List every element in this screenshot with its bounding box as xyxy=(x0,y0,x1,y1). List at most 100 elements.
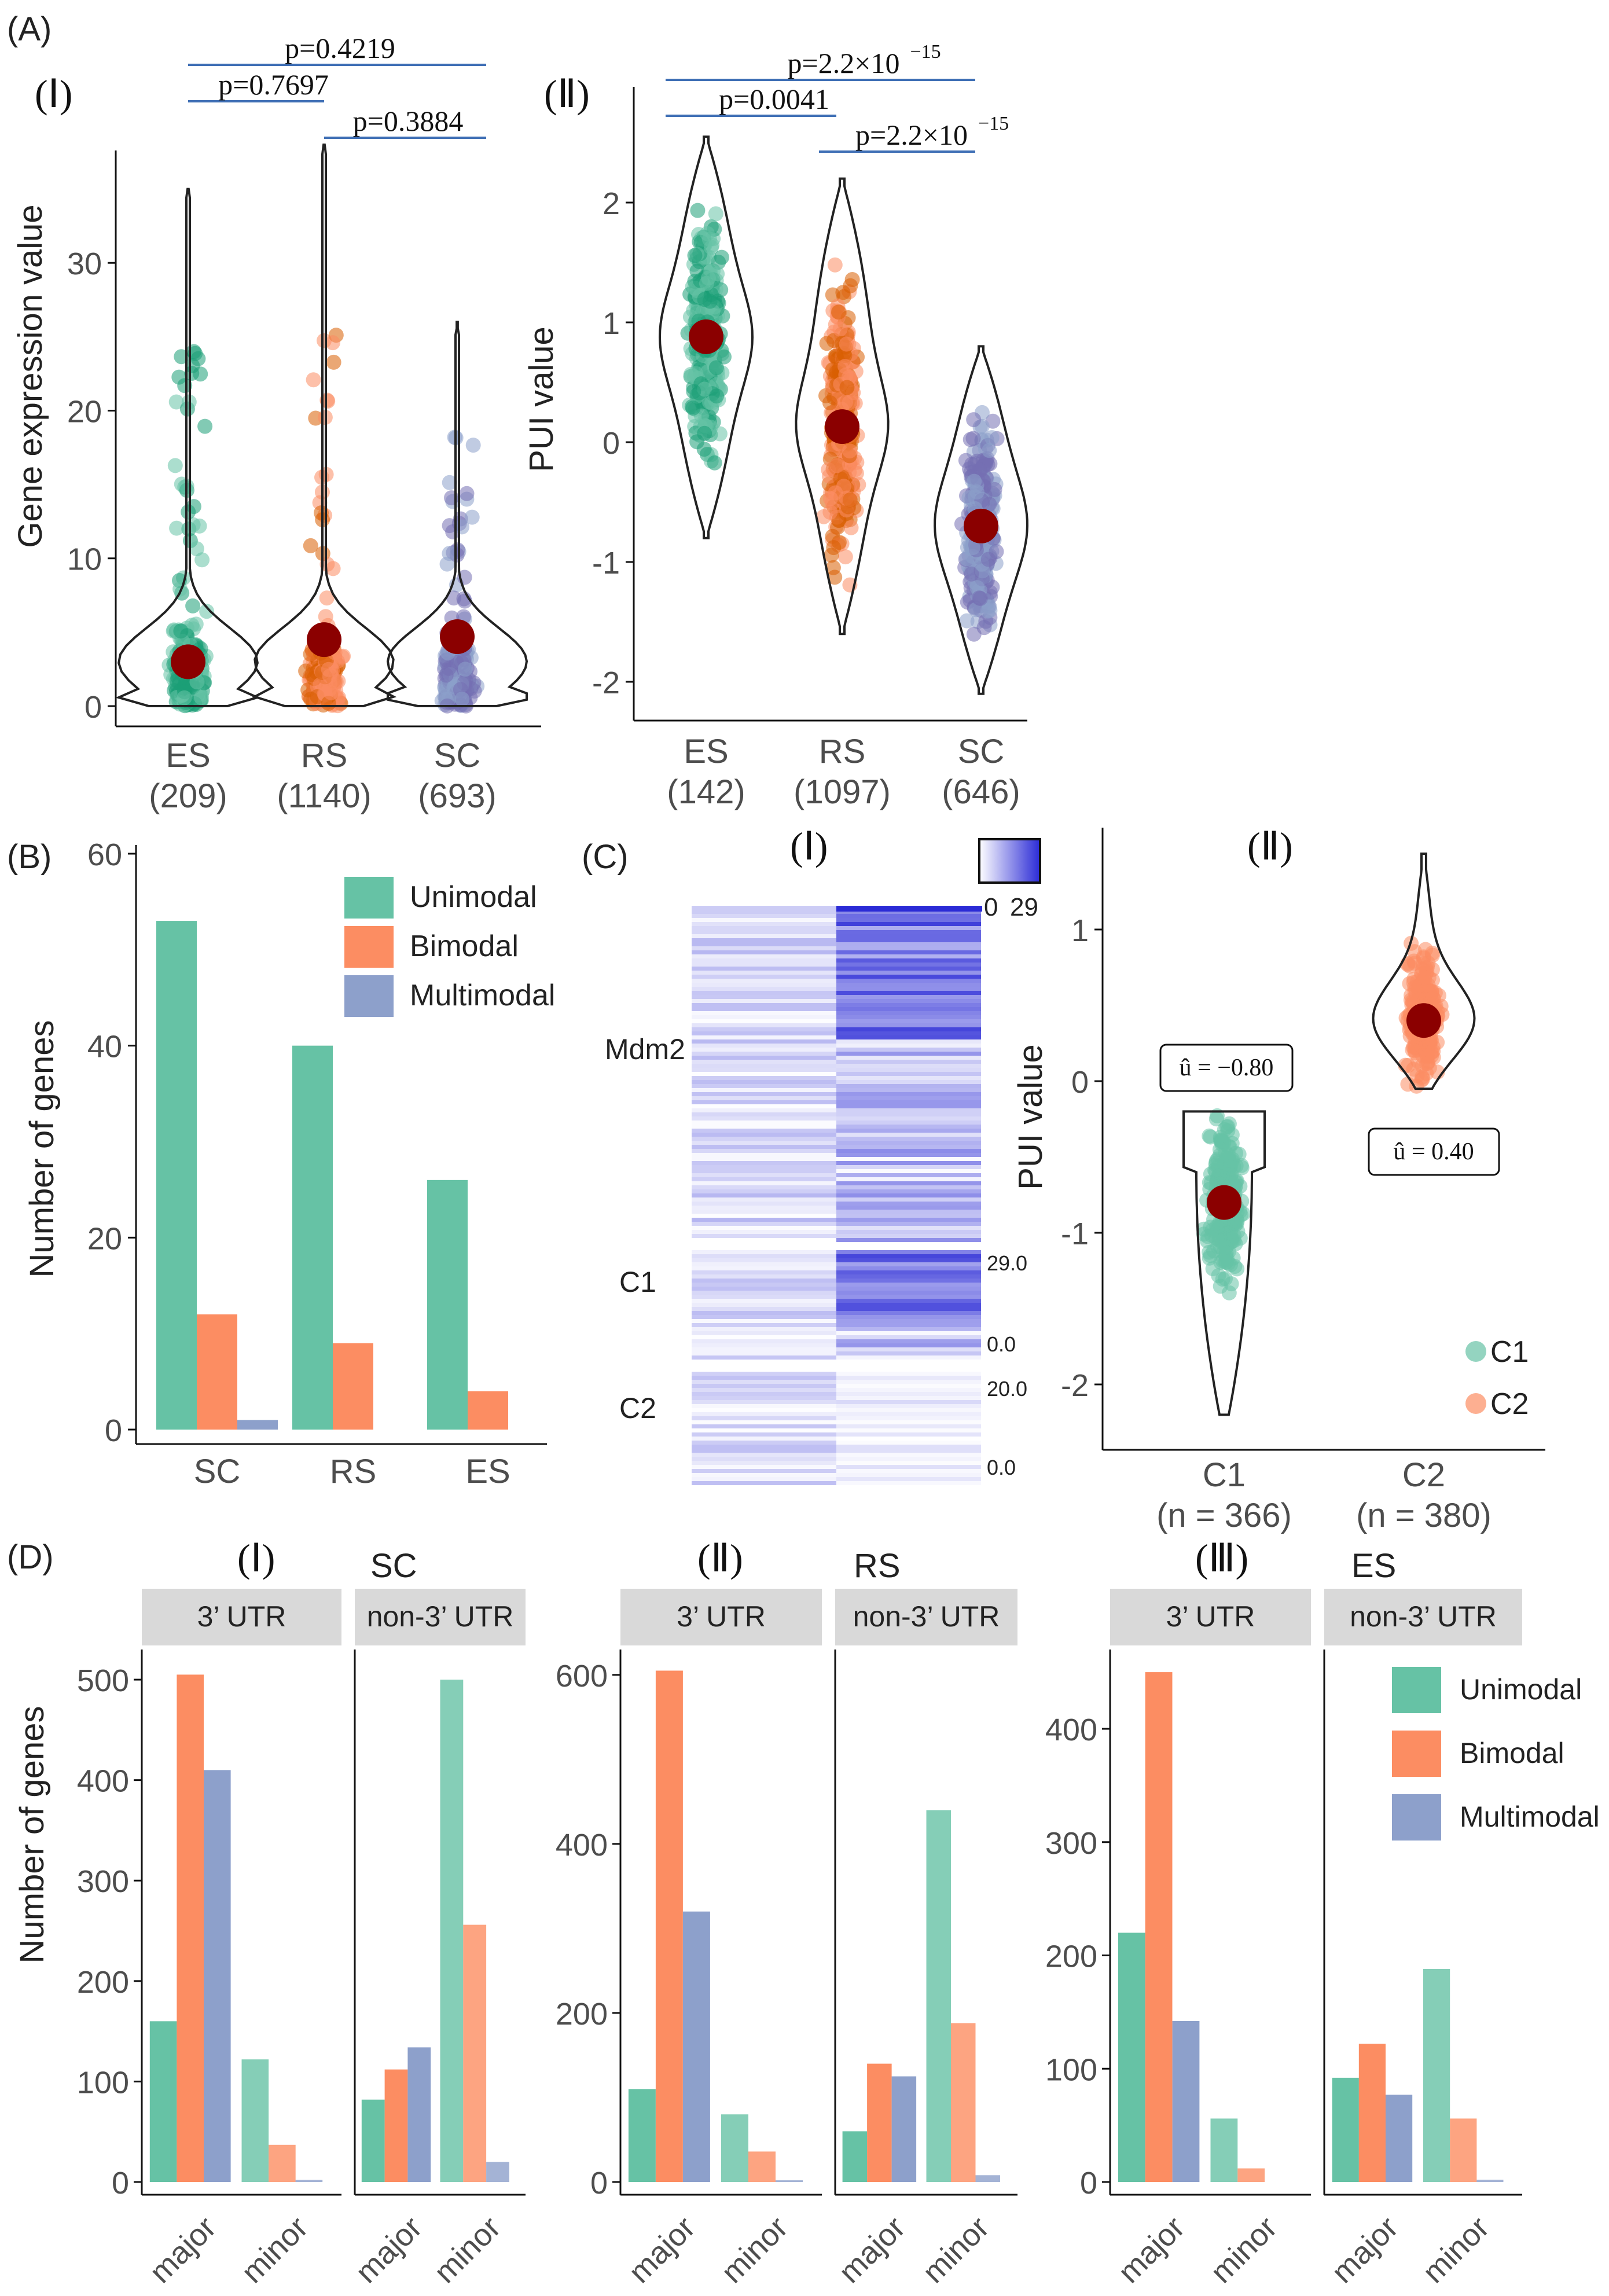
heat-cell xyxy=(692,1193,836,1197)
heat-cell xyxy=(692,1315,836,1319)
bar-unimodal-major xyxy=(1118,1933,1145,2182)
heat-cell xyxy=(836,975,981,979)
a2-sc-point xyxy=(965,431,981,446)
heat-cell xyxy=(836,1214,981,1218)
x-tick-label: major xyxy=(143,2210,223,2290)
bar-unimodal-minor xyxy=(1423,1969,1450,2182)
heat-cell xyxy=(836,950,981,954)
heat-cell xyxy=(692,1283,836,1287)
x-tick-count: (1097) xyxy=(794,773,891,811)
heat-cell xyxy=(692,1019,836,1023)
panel-c2-label: (Ⅱ) xyxy=(1247,824,1293,868)
stage-label: SC xyxy=(370,1547,417,1585)
heat-cell xyxy=(692,1226,836,1230)
x-tick-count: (142) xyxy=(667,773,745,811)
heat-cell xyxy=(692,1335,836,1339)
y-tick-label: 0 xyxy=(112,2166,129,2201)
heat-cell xyxy=(692,938,836,942)
y-tick-label: 20 xyxy=(87,1221,122,1256)
a1-es-point xyxy=(185,598,201,614)
heat-cell xyxy=(836,1412,981,1416)
heat-cell xyxy=(692,1165,836,1169)
heat-cell xyxy=(692,1197,836,1202)
heat-cell xyxy=(836,1250,981,1254)
bar-bimodal-major xyxy=(1145,1672,1173,2182)
a2-es-point xyxy=(707,455,722,471)
bar-unimodal-minor xyxy=(440,1680,464,2182)
heat-cell xyxy=(692,967,836,971)
panel-label-a: (A) xyxy=(7,10,52,48)
heat-cell xyxy=(836,1100,981,1104)
panel-a1-label: (Ⅰ) xyxy=(35,72,72,116)
c2-c1-point xyxy=(1208,1153,1224,1169)
x-tick-count: (n = 366) xyxy=(1156,1497,1292,1534)
c2-c2-point xyxy=(1419,1048,1435,1063)
heat-cell xyxy=(836,1165,981,1169)
a2-sc-point xyxy=(987,482,1002,497)
heat-cell xyxy=(836,1266,981,1270)
bar-unimodal-major xyxy=(1332,2077,1359,2182)
legend-label: Unimodal xyxy=(410,880,537,914)
heat-cell xyxy=(692,1303,836,1307)
heat-cell xyxy=(836,1153,981,1157)
bar-bimodal-minor xyxy=(1450,2118,1477,2182)
y-tick-label: 200 xyxy=(77,1965,129,2000)
y-tick-label: 400 xyxy=(1045,1713,1097,1747)
heat-cell xyxy=(692,906,836,910)
c2-c1-point xyxy=(1234,1160,1250,1175)
legend-label: C2 xyxy=(1490,1387,1529,1421)
heat-cell xyxy=(692,1141,836,1145)
y-tick-label: 300 xyxy=(77,1864,129,1899)
scale-label: 29.0 xyxy=(987,1251,1027,1275)
a1-es-point xyxy=(168,394,184,410)
a1-sc-point xyxy=(464,509,480,525)
heat-cell xyxy=(836,1003,981,1007)
a1-es-point xyxy=(197,418,213,434)
a2-es-point xyxy=(708,206,723,222)
facet-strip xyxy=(1324,1589,1522,1645)
heat-cell xyxy=(836,1096,981,1100)
heat-cell xyxy=(692,1202,836,1206)
heat-cell xyxy=(692,1307,836,1311)
heat-cell xyxy=(836,1052,981,1056)
bar-unimodal-major xyxy=(842,2131,868,2182)
heat-cell xyxy=(836,1035,981,1039)
panel-d3-label: (Ⅲ) xyxy=(1195,1536,1248,1580)
legend-label: C1 xyxy=(1490,1335,1529,1369)
c2-c1-point xyxy=(1222,1139,1237,1155)
heat-cell xyxy=(692,1323,836,1327)
x-tick-count: (693) xyxy=(418,777,496,815)
legend-label: Multimodal xyxy=(1460,1801,1600,1833)
heat-cell xyxy=(692,1129,836,1133)
heat-cell xyxy=(692,1031,836,1035)
heat-cell xyxy=(692,1351,836,1355)
a1-es-point xyxy=(177,690,192,706)
heat-cell xyxy=(692,1432,836,1437)
heat-cell xyxy=(836,1351,981,1355)
heat-cell xyxy=(836,1197,981,1202)
a1-sc-outline xyxy=(386,321,528,707)
heat-cell xyxy=(836,1457,981,1461)
panel-d2-label: (Ⅱ) xyxy=(697,1536,743,1580)
a2-sc-point xyxy=(972,591,988,607)
chart-b-bar: 0 20 40 60 Number of genes SC RS ES Unimodal Bimo… xyxy=(23,837,555,1490)
bar-multimodal-major xyxy=(682,1911,710,2182)
heat-cell xyxy=(692,1222,836,1226)
a2-es-point xyxy=(700,226,715,241)
y-tick-label: 500 xyxy=(77,1663,129,1698)
heat-cell xyxy=(836,1392,981,1396)
heat-cell xyxy=(692,1339,836,1343)
heat-cell xyxy=(692,1388,836,1392)
heat-cell xyxy=(836,1319,981,1323)
bar-bimodal-minor xyxy=(269,2144,296,2182)
heat-cell xyxy=(692,1404,836,1408)
x-tick-label: SC xyxy=(194,1453,241,1490)
facet-label: non-3’ UTR xyxy=(1350,1600,1497,1633)
panel-a2-label: (Ⅱ) xyxy=(544,72,590,116)
heat-cell xyxy=(692,1181,836,1185)
heat-cell xyxy=(836,1169,981,1173)
bar-unimodal-rs xyxy=(292,1045,333,1430)
y-tick-label: -2 xyxy=(592,666,620,700)
x-tick-label: C1 xyxy=(1203,1456,1246,1494)
